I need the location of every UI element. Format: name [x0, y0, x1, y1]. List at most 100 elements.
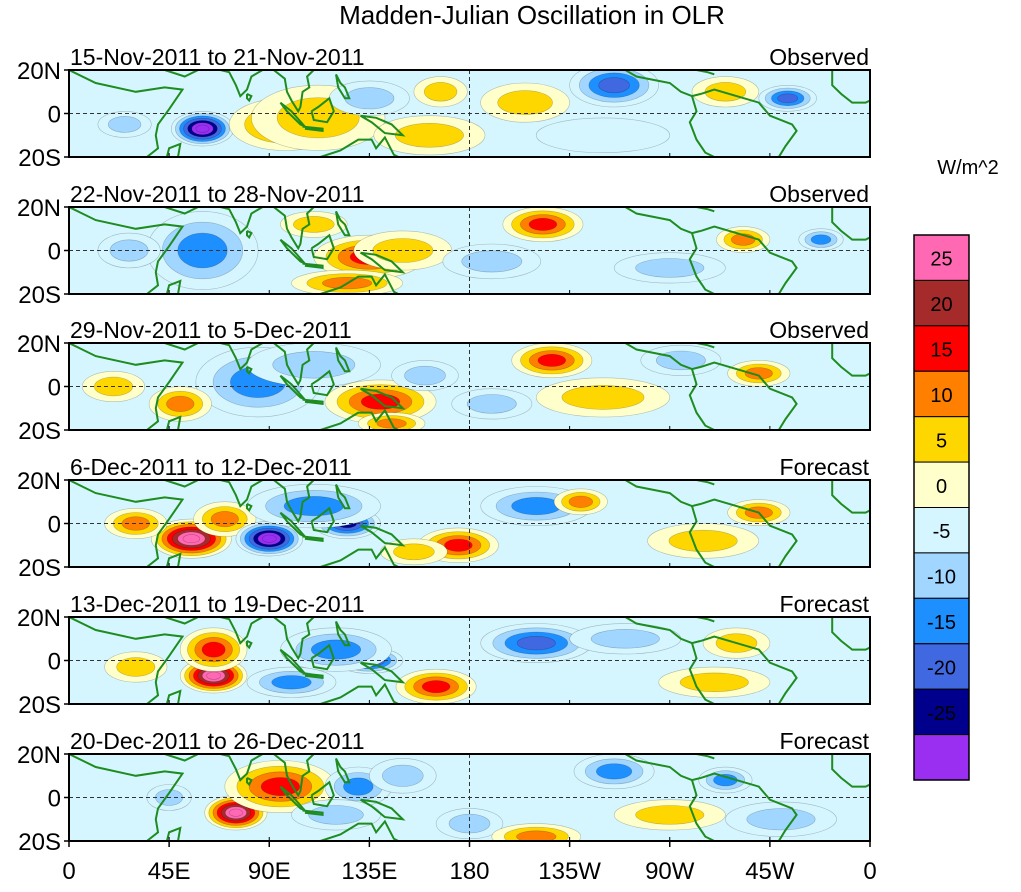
- anomaly-contour: [466, 394, 517, 414]
- anomaly-contour: [394, 123, 464, 148]
- y-tick-label: 20N: [17, 331, 61, 358]
- colorbar-swatch: [913, 234, 970, 281]
- coastline: [279, 511, 306, 538]
- coastline: [831, 617, 870, 651]
- coastline: [69, 343, 185, 430]
- anomaly-contour: [679, 672, 749, 692]
- colorbar-level-label: -10: [927, 567, 956, 589]
- panel-2: 20N 0 20S 22-Nov-2011 to 28-Nov-2011 Observe…: [17, 181, 871, 309]
- coastline: [69, 207, 185, 294]
- coastline: [220, 617, 264, 645]
- coastline: [335, 210, 351, 237]
- panel-status: Forecast: [780, 728, 870, 754]
- colorbar-swatch: [913, 416, 970, 463]
- anomaly-contour: [271, 675, 312, 690]
- panel-5: 20N 0 20S 13-Dec-2011 to 19-Dec-2011 Forecas…: [17, 591, 871, 719]
- coastline: [831, 70, 870, 104]
- anomaly-field: [146, 754, 837, 841]
- coastline: [310, 506, 335, 534]
- panel-6: 20N 0 20S 20-Dec-2011 to 26-Dec-2011 Forecas…: [17, 728, 871, 856]
- coastline: [279, 648, 306, 675]
- anomaly-contour: [166, 395, 195, 412]
- coastline: [302, 125, 324, 133]
- x-tick-label: 45E: [148, 858, 191, 885]
- anomaly-contour: [516, 635, 556, 651]
- colorbar-level-label: -25: [927, 703, 956, 725]
- anomaly-contour: [528, 217, 558, 231]
- coastline: [700, 635, 798, 704]
- coastline: [279, 785, 306, 812]
- coastline: [359, 798, 406, 821]
- coastline: [700, 772, 798, 841]
- anomaly-field: [97, 70, 817, 156]
- coastline: [683, 480, 715, 486]
- coastline: [688, 232, 715, 294]
- anomaly-contour: [635, 805, 705, 825]
- anomaly-contour: [635, 258, 705, 278]
- anomaly-contour: [537, 353, 566, 367]
- panel-status: Forecast: [780, 454, 870, 480]
- coastline: [683, 617, 715, 623]
- coastline: [302, 398, 324, 406]
- colorbar-level-label: -20: [927, 658, 956, 680]
- anomaly-contour: [228, 808, 243, 817]
- anomaly-contour: [461, 250, 523, 273]
- coastline: [273, 70, 315, 114]
- coastline: [164, 343, 199, 351]
- coastline: [164, 207, 199, 215]
- x-tick-label: 135W: [538, 858, 601, 885]
- panel-date-range: 22-Nov-2011 to 28-Nov-2011: [70, 181, 365, 207]
- y-tick-label: 0: [48, 239, 61, 266]
- anomaly-contour: [195, 124, 210, 133]
- x-tick-label: 0: [62, 858, 75, 885]
- coastline: [335, 620, 351, 647]
- coastline: [335, 346, 351, 373]
- x-tick-label: 0: [863, 858, 876, 885]
- coastline: [220, 480, 264, 508]
- colorbar-swatch: [913, 552, 970, 599]
- coastline: [220, 207, 264, 235]
- colorbar-level-label: 15: [930, 340, 952, 362]
- coastline: [302, 535, 324, 543]
- colorbar-swatch: [913, 643, 970, 690]
- anomaly-contour: [404, 365, 446, 386]
- anomaly-contour: [421, 680, 451, 693]
- anomaly-contour: [704, 82, 747, 102]
- anomaly-field: [97, 207, 844, 294]
- coastline: [165, 826, 182, 841]
- colorbar-swatch: [913, 734, 970, 781]
- coastline: [320, 135, 399, 157]
- coastline: [310, 96, 335, 124]
- panel-date-range: 13-Dec-2011 to 19-Dec-2011: [70, 591, 365, 617]
- coastline: [359, 524, 406, 547]
- coastline: [700, 498, 798, 567]
- coastline: [335, 73, 351, 100]
- panels-group: 20N 0 20S 15-Nov-2011 to 21-Nov-2011 Observe…: [17, 44, 871, 856]
- x-tick-label: 45W: [745, 858, 795, 885]
- y-tick-label: 20S: [18, 692, 61, 719]
- coastline: [273, 754, 315, 798]
- coastline: [302, 262, 324, 270]
- coastline: [302, 672, 324, 680]
- anomaly-contour: [777, 93, 799, 104]
- anomaly-contour: [516, 830, 557, 841]
- y-tick-label: 0: [48, 649, 61, 676]
- anomaly-contour: [561, 385, 645, 410]
- anomaly-contour: [308, 805, 364, 825]
- coastline: [246, 503, 253, 513]
- y-tick-label: 20S: [18, 418, 61, 445]
- coastline: [688, 642, 715, 704]
- anomaly-contour: [497, 90, 553, 115]
- colorbar-units-label: W/m^2: [937, 157, 999, 179]
- y-tick-label: 0: [48, 786, 61, 813]
- anomaly-contour: [568, 495, 593, 508]
- anomaly-contour: [744, 367, 773, 380]
- coastline: [700, 361, 798, 430]
- anomaly-contour: [210, 511, 239, 528]
- panel-date-range: 20-Dec-2011 to 26-Dec-2011: [70, 728, 365, 754]
- colorbar-swatch: [913, 688, 970, 736]
- y-tick-label: 20S: [18, 829, 61, 856]
- coastline: [688, 779, 715, 841]
- coastline: [273, 480, 315, 524]
